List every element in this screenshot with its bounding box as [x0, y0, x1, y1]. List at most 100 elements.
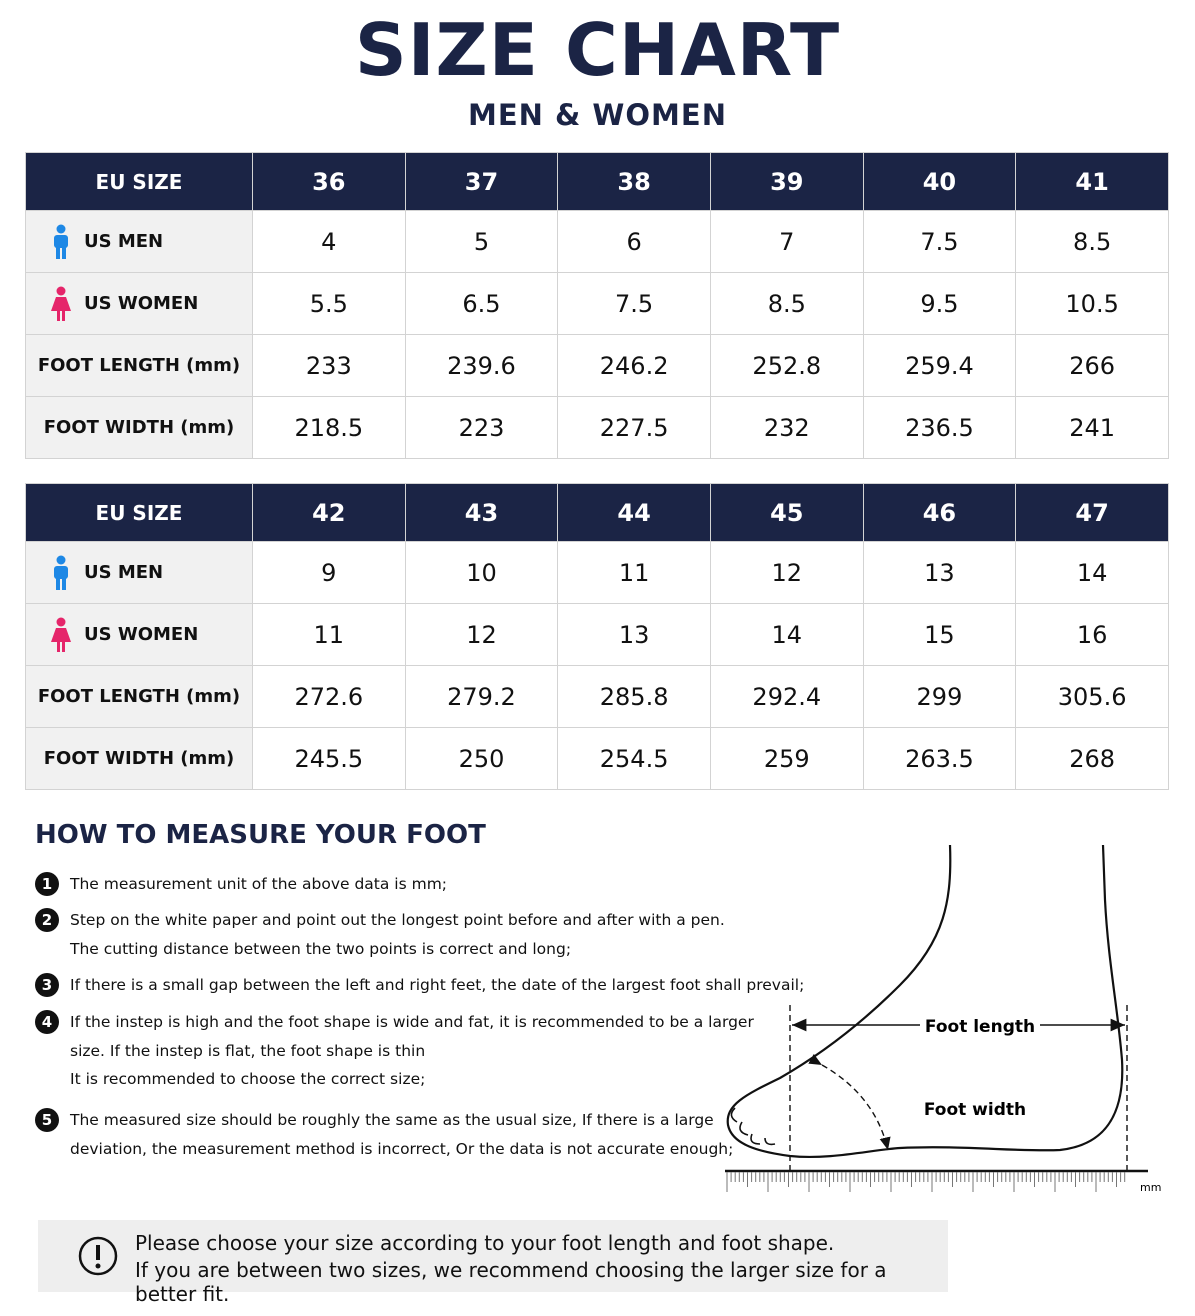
cell-text: US WOMEN	[84, 292, 199, 314]
step-line: If the instep is high and the foot shape…	[70, 1013, 754, 1031]
cell: 259	[709, 727, 864, 790]
cell-text: 259	[763, 744, 810, 773]
cell-text: 223	[458, 413, 505, 442]
cell: 299	[862, 665, 1017, 728]
cell: 218.5	[251, 396, 406, 459]
cell-text: 8.5	[767, 289, 806, 318]
row: FOOT LENGTH (mm) 233 239.6 246.2 252.8 259.4 2…	[25, 334, 1169, 397]
cell-text: 9	[321, 558, 337, 587]
row-label: FOOT WIDTH (mm)	[25, 396, 253, 459]
row-label: US MEN	[25, 210, 253, 273]
cell-text: 9.5	[920, 289, 959, 318]
step-number: 5	[35, 1108, 59, 1132]
subtitle: MEN & WOMEN	[467, 98, 727, 132]
cell-text: 292.4	[752, 682, 822, 711]
cell-text: 7.5	[615, 289, 654, 318]
step-number: 4	[35, 1010, 59, 1034]
row: US MEN 9 10 11 12 13 14	[25, 541, 1169, 604]
cell: 7.5	[557, 272, 711, 335]
step: 1 The measurement unit of the above data …	[35, 870, 447, 899]
step-line: If there is a small gap between the left…	[70, 976, 805, 994]
header-cell: 47	[1015, 483, 1169, 542]
note: Please choose your size according to you…	[38, 1220, 948, 1306]
cell: 272.6	[251, 665, 406, 728]
cell: 246.2	[557, 334, 711, 397]
person-icon	[51, 286, 71, 321]
cell-text: 5	[473, 227, 490, 256]
header-cell: EU SIZE	[25, 483, 253, 542]
step-number: 1	[35, 872, 59, 896]
cell-text: 227.5	[599, 413, 669, 442]
cell-text: 14	[771, 620, 803, 649]
cell: 305.6	[1015, 665, 1169, 728]
step: 4 If the instep is high and the foot shap…	[35, 1008, 754, 1094]
header-cell: 37	[404, 152, 559, 211]
cell: 241	[1015, 396, 1169, 459]
header-cell: 45	[709, 483, 864, 542]
row-label: FOOT LENGTH (mm)	[25, 665, 253, 728]
cell: 285.8	[557, 665, 711, 728]
cell-text: 259.4	[905, 351, 974, 380]
cell-text: 252.8	[752, 351, 822, 380]
header-cell: 44	[557, 483, 711, 542]
step-line: The measured size should be roughly the …	[70, 1111, 714, 1129]
unit-label: mm	[1140, 1181, 1161, 1194]
cell-text: 6	[626, 227, 642, 256]
cell: 8.5	[709, 272, 864, 335]
person-icon	[54, 555, 68, 590]
cell-text: 241	[1069, 413, 1116, 442]
cell-text: 14	[1076, 558, 1108, 587]
cell: 12	[709, 541, 864, 604]
header-cell: EU SIZE	[25, 152, 253, 211]
cell: 16	[1015, 603, 1169, 666]
step-line: deviation, the measurement method is inc…	[70, 1139, 734, 1158]
header-cell: 36	[251, 152, 406, 211]
measure-title: HOW TO MEASURE YOUR FOOT	[35, 820, 486, 850]
header-cell: 43	[404, 483, 559, 542]
cell-text: 272.6	[294, 682, 364, 711]
cell: 292.4	[709, 665, 864, 728]
row-label: US MEN	[25, 541, 253, 604]
cell-text: 11	[313, 620, 345, 649]
cell-text: 233	[305, 351, 352, 380]
cell: 263.5	[862, 727, 1017, 790]
cell: 8.5	[1015, 210, 1169, 273]
cell-text: 10	[466, 558, 497, 587]
step-number: 2	[35, 908, 59, 932]
cell-text: FOOT LENGTH (mm)	[37, 355, 241, 376]
cell: 233	[251, 334, 406, 397]
row: US MEN 4 5 6 7 7.5 8.5	[25, 210, 1169, 273]
cell: 13	[862, 541, 1017, 604]
cell: 232	[709, 396, 864, 459]
cell-text: 13	[618, 620, 650, 649]
cell: 5.5	[251, 272, 406, 335]
cell: 7.5	[862, 210, 1017, 273]
cell: 9.5	[862, 272, 1017, 335]
cell-text: 15	[924, 620, 955, 649]
cell: 252.8	[709, 334, 864, 397]
cell: 9	[251, 541, 406, 604]
cell-text: 239.6	[447, 351, 516, 380]
alert-icon	[78, 1236, 118, 1276]
cell-text: 13	[924, 558, 955, 587]
cell: 268	[1015, 727, 1169, 790]
cell-text: 245.5	[294, 744, 364, 773]
cell-text: 263.5	[905, 744, 974, 773]
cell: 7	[709, 210, 864, 273]
size-table: EU SIZE 42 43 44 45 46 47 US MEN 9 10 11 12 13 14 US W…	[25, 483, 1169, 790]
cell-text: 250	[458, 744, 505, 773]
row: FOOT LENGTH (mm) 272.6 279.2 285.8 292.4 299 3…	[25, 665, 1169, 728]
cell: 239.6	[404, 334, 559, 397]
row: US WOMEN 5.5 6.5 7.5 8.5 9.5 10.5	[25, 272, 1169, 335]
person-icon	[54, 224, 68, 259]
cell-text: 7	[779, 227, 795, 256]
cell-text: 12	[771, 558, 803, 587]
step: 2 Step on the white paper and point out t…	[35, 906, 725, 963]
cell-text: US MEN	[84, 561, 164, 583]
cell-text: 8.5	[1073, 227, 1112, 256]
cell: 254.5	[557, 727, 711, 790]
header-cell: 38	[557, 152, 711, 211]
size-table: EU SIZE 36 37 38 39 40 41 US MEN 4 5 6 7 7.5 8.5 US WO…	[25, 152, 1169, 459]
step: 5 The measured size should be roughly the…	[35, 1106, 733, 1163]
